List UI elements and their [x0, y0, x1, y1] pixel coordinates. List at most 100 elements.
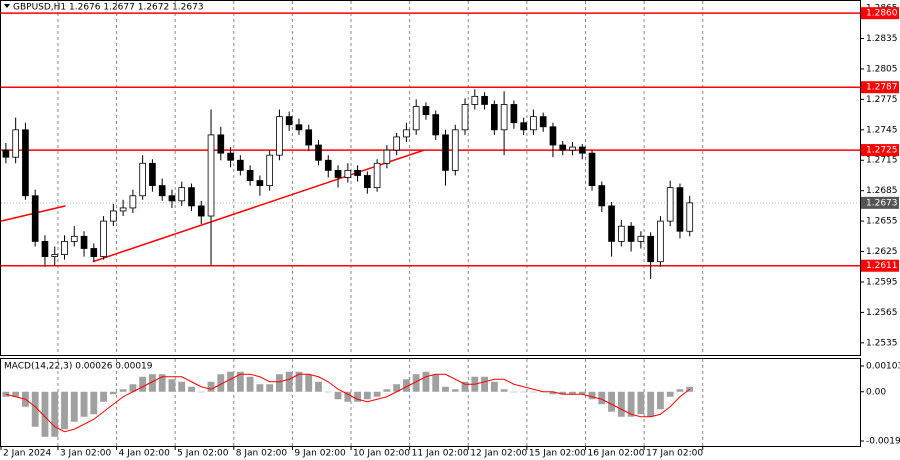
candle-body [276, 116, 283, 156]
candle-body [500, 104, 508, 131]
candle-body [334, 169, 342, 178]
macd-bar [168, 379, 176, 392]
candle-body [12, 129, 19, 158]
candle-body [686, 202, 694, 232]
y-tick-label: 1.2625 [866, 247, 898, 257]
macd-bar [451, 389, 459, 392]
macd-bar [70, 391, 78, 422]
candle-body [364, 175, 371, 189]
x-tick-label: 8 Jan 02:00 [236, 449, 288, 459]
candle-body [559, 144, 567, 151]
candle-body [549, 126, 557, 146]
x-tick-label: 16 Jan 02:00 [587, 449, 644, 459]
candle-body [530, 116, 537, 131]
macd-bar [598, 391, 606, 405]
x-tick-label: 11 Jan 02:00 [412, 449, 469, 459]
y-tick-label: 1.2535 [866, 338, 898, 348]
candle-body [442, 134, 449, 171]
macd-bar [61, 391, 68, 430]
macd-bar [31, 391, 39, 427]
macd-bar [178, 381, 186, 392]
candle-body [197, 205, 205, 217]
macd-bar [402, 379, 410, 392]
macd-bar [608, 391, 615, 412]
macd-bar [285, 371, 293, 392]
candle-body [618, 225, 625, 242]
candle-body [129, 195, 137, 209]
macd-bar [266, 384, 274, 392]
candle-body [178, 187, 186, 202]
x-tick-label: 4 Jan 02:00 [119, 449, 171, 459]
level-label-box [861, 81, 899, 94]
candle-body [598, 185, 606, 207]
macd-bar [334, 391, 342, 400]
x-tick-label: 15 Jan 02:00 [529, 449, 586, 459]
macd-bar [158, 374, 166, 392]
macd-bar [666, 391, 674, 397]
macd-bar [41, 391, 49, 437]
candle-body [70, 235, 78, 242]
x-tick-label: 17 Jan 02:00 [646, 449, 703, 459]
candle-body [61, 240, 68, 255]
candle-body [31, 195, 39, 242]
candle-body [588, 152, 596, 187]
macd-bar [344, 391, 352, 402]
candle-body [217, 134, 225, 154]
level-label-box [861, 259, 899, 272]
macd-bar [149, 374, 156, 392]
candle-body [119, 207, 127, 212]
candle-body [158, 185, 166, 197]
macd-bar [588, 391, 596, 400]
macd-bar [80, 391, 88, 417]
x-tick-label: 9 Jan 02:00 [294, 449, 346, 459]
macd-bar [490, 381, 498, 392]
macd-bar [637, 391, 645, 415]
candle-body [315, 144, 322, 161]
macd-bar [461, 381, 469, 392]
candle-body [22, 129, 29, 197]
candle-body [461, 104, 469, 131]
candle-body [578, 146, 586, 154]
macd-bar [139, 376, 147, 392]
macd-bar [295, 371, 303, 392]
last-price-box [861, 196, 899, 209]
macd-bar [617, 391, 625, 417]
candle-body [373, 162, 381, 189]
y-tick-label: 1.2595 [866, 277, 898, 287]
x-tick-label: 3 Jan 02:00 [60, 449, 112, 459]
macd-bar [305, 374, 313, 392]
macd-bar [578, 391, 586, 395]
candle-body [295, 124, 303, 131]
macd-bar [354, 391, 361, 402]
macd-bar [207, 381, 215, 392]
y-tick-label: 1.2745 [866, 125, 898, 135]
macd-title: MACD(14,22,3) 0.00026 0.00019 [4, 362, 153, 372]
macd-bar [373, 391, 381, 397]
macd-bar [324, 391, 332, 393]
y-tick-label: 1.2565 [866, 308, 898, 318]
y-tick-label: 0.00103 [866, 362, 900, 372]
candle-body [383, 149, 391, 164]
price-panel [0, 0, 861, 356]
macd-bar [569, 391, 576, 395]
candle-body [432, 114, 440, 136]
candle-body [207, 134, 215, 217]
candle-body [2, 149, 10, 158]
candle-body [149, 162, 156, 187]
candle-body [110, 210, 117, 222]
macd-bar [549, 391, 557, 395]
level-label-box [861, 144, 899, 157]
macd-bar [656, 391, 664, 410]
macd-bar [256, 384, 264, 392]
last-price-label: 1.2673 [866, 198, 898, 208]
macd-bar [197, 391, 205, 393]
y-tick-label: 0.00 [866, 387, 886, 397]
candle-body [305, 129, 313, 146]
y-tick-label: 1.2655 [866, 217, 898, 227]
macd-bar [129, 384, 137, 392]
candle-body [393, 136, 400, 151]
y-tick-label: 1.2685 [866, 186, 898, 196]
macd-bar [520, 391, 528, 393]
macd-bar [236, 371, 244, 392]
